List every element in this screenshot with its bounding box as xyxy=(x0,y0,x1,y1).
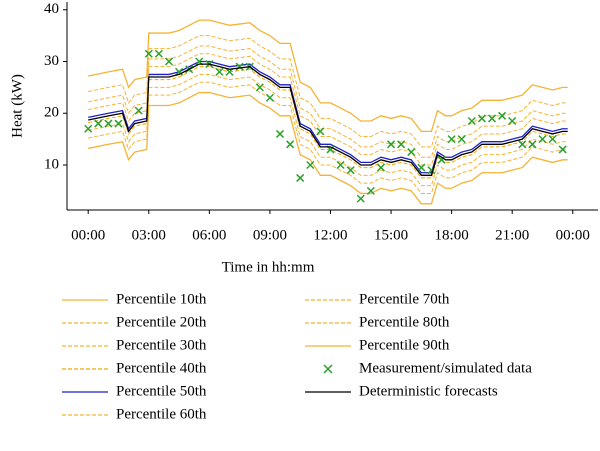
data-point xyxy=(286,140,295,149)
data-point xyxy=(356,194,365,203)
data-point xyxy=(407,148,416,157)
data-point xyxy=(528,140,537,149)
legend-label: Measurement/simulated data xyxy=(359,360,532,376)
y-tick-label: 40 xyxy=(44,1,59,17)
x-tick-label: 00:00 xyxy=(71,227,105,243)
legend-label: Percentile 80th xyxy=(359,314,450,330)
data-point xyxy=(366,186,375,195)
data-point xyxy=(508,116,517,126)
legend-label: Percentile 60th xyxy=(116,406,207,422)
line xyxy=(88,19,568,132)
y-tick-label: 30 xyxy=(44,53,59,69)
data-point xyxy=(548,135,557,144)
data-point xyxy=(457,135,466,144)
data-point xyxy=(265,93,274,102)
legend-label: Percentile 90th xyxy=(359,337,450,353)
x-tick-label: 15:00 xyxy=(374,227,408,243)
line xyxy=(88,53,568,166)
legend-label: Percentile 20th xyxy=(116,314,207,330)
data-point xyxy=(437,155,446,164)
x-tick-label: 00:00 xyxy=(556,227,590,243)
x-tick-label: 12:00 xyxy=(313,227,347,243)
data-point xyxy=(154,49,163,58)
data-point xyxy=(447,135,456,144)
legend-label: Percentile 30th xyxy=(116,337,207,353)
legend-label: Percentile 40th xyxy=(116,360,207,376)
data-point xyxy=(235,62,244,71)
y-tick-label: 10 xyxy=(44,156,59,172)
data-point xyxy=(275,129,285,138)
line xyxy=(88,45,568,158)
data-point xyxy=(397,140,406,149)
line xyxy=(88,91,568,205)
legend-label: Percentile 50th xyxy=(116,383,207,399)
x-tick-label: 09:00 xyxy=(253,227,287,243)
data-point xyxy=(558,145,567,154)
data-point xyxy=(316,127,325,136)
x-tick-label: 18:00 xyxy=(435,227,469,243)
data-point xyxy=(84,124,93,133)
data-point xyxy=(134,106,143,115)
line xyxy=(88,81,568,194)
data-point xyxy=(518,140,527,149)
data-point xyxy=(498,111,507,120)
line xyxy=(88,60,568,174)
data-point xyxy=(346,166,355,175)
y-tick-label: 20 xyxy=(44,105,59,121)
data-point xyxy=(296,173,305,182)
data-point xyxy=(215,67,224,76)
line xyxy=(88,73,568,187)
legend-label: Percentile 70th xyxy=(359,291,450,307)
data-point xyxy=(306,160,315,170)
legend-marker xyxy=(323,364,333,374)
data-point xyxy=(417,163,426,172)
data-point xyxy=(538,135,547,144)
legend-label: Deterministic forecasts xyxy=(359,383,498,399)
data-point xyxy=(477,114,486,123)
data-point xyxy=(376,163,385,172)
data-point xyxy=(387,140,396,149)
data-point xyxy=(336,160,345,170)
data-point xyxy=(164,57,173,66)
data-point xyxy=(104,119,113,128)
data-point xyxy=(144,49,153,58)
data-point xyxy=(467,116,476,126)
x-tick-label: 21:00 xyxy=(495,227,529,243)
x-axis-label: Time in hh:mm xyxy=(222,259,315,275)
data-point xyxy=(487,114,497,123)
data-point xyxy=(255,83,264,92)
y-axis-label: Heat (kW) xyxy=(9,74,25,138)
line xyxy=(88,63,568,176)
x-tick-label: 03:00 xyxy=(132,227,166,243)
data-point xyxy=(114,119,123,128)
x-tick-label: 06:00 xyxy=(192,227,226,243)
data-point xyxy=(175,67,184,76)
line xyxy=(88,66,568,179)
legend-label: Percentile 10th xyxy=(116,291,207,307)
data-point xyxy=(94,119,103,128)
